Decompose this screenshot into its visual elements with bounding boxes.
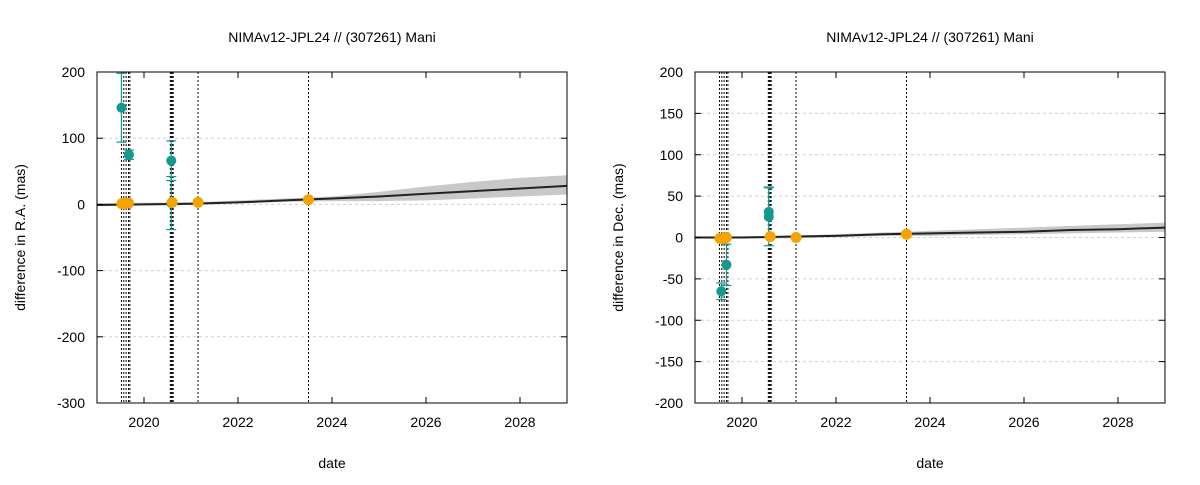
y-tick-label: -150 (655, 354, 683, 370)
chart-title: NIMAv12-JPL24 // (307261) Mani (826, 29, 1034, 45)
gaia-point (764, 231, 776, 243)
x-tick-label: 2026 (1008, 414, 1039, 430)
y-tick-label: 200 (660, 64, 684, 80)
uncertainty-band (97, 175, 567, 206)
observation-point (763, 206, 774, 217)
x-tick-label: 2028 (504, 414, 535, 430)
x-axis-label: date (318, 455, 345, 471)
x-tick-label: 2026 (410, 414, 441, 430)
x-tick-label: 2024 (914, 414, 945, 430)
y-axis-label: difference in R.A. (mas) (12, 164, 28, 311)
chart-panel-2: -200 -150 -100 -50 0 50 100 150 200 2020 2022 2024 2… (610, 29, 1166, 471)
observation-point (116, 102, 127, 113)
gaia-point (720, 232, 732, 243)
y-tick-label: -300 (57, 395, 85, 411)
x-tick-label: 2022 (222, 414, 253, 430)
y-tick-label: -100 (655, 312, 683, 328)
x-tick-label: 2024 (316, 414, 347, 430)
x-tick-label: 2028 (1102, 414, 1133, 430)
y-tick-label: -100 (57, 263, 85, 279)
gaia-point (303, 194, 314, 206)
plot-frame (96, 71, 568, 404)
y-tick-label: 100 (660, 147, 684, 163)
y-tick-label: -200 (655, 395, 683, 411)
y-tick-label: 50 (667, 188, 683, 204)
observation-point (721, 259, 732, 270)
y-tick-label: 150 (660, 105, 684, 121)
chart-title: NIMAv12-JPL24 // (307261) Mani (228, 29, 436, 45)
x-tick-label: 2022 (820, 414, 851, 430)
x-tick-label: 2020 (128, 414, 159, 430)
observation-point (716, 286, 727, 297)
y-tick-label: 0 (77, 196, 85, 212)
gaia-point (166, 196, 178, 208)
observation-point (166, 155, 177, 166)
y-tick-label: -200 (57, 329, 85, 345)
x-axis-label: date (916, 455, 943, 471)
y-tick-label: 200 (62, 64, 86, 80)
gaia-point (192, 196, 204, 208)
y-tick-label: 0 (675, 230, 683, 246)
observation-point (123, 149, 134, 160)
gaia-point (122, 197, 134, 209)
y-tick-label: -50 (663, 271, 683, 287)
gaia-point (790, 232, 802, 243)
x-tick-label: 2020 (726, 414, 757, 430)
y-axis-label: difference in Dec. (mas) (610, 163, 626, 311)
chart-panel-1: -300 -200 -100 0 100 200 2020 2022 2024 2026 2028 N… (12, 29, 568, 471)
y-tick-label: 100 (62, 130, 86, 146)
gaia-point (901, 228, 912, 240)
